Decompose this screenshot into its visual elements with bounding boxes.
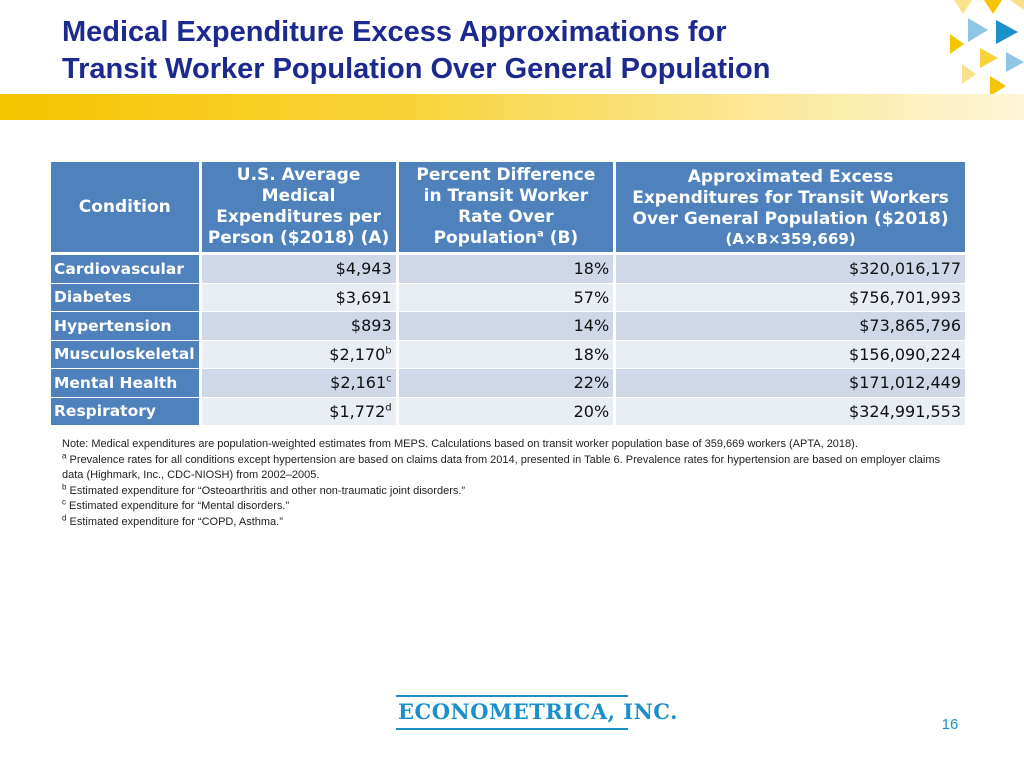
row-avg-expenditure: $4,943	[201, 255, 399, 284]
row-avg-value: $893	[350, 316, 392, 336]
table-row: Hypertension $893 14% $73,865,796	[51, 312, 965, 341]
econometrica-logo: ECONOMETRICA, INC.	[396, 695, 677, 731]
row-condition: Mental Health	[51, 369, 202, 398]
row-avg-value: $3,691	[335, 287, 392, 307]
header-percent-difference: Percent Difference in Transit Worker Rat…	[398, 162, 617, 255]
row-percent-difference: 22%	[398, 369, 617, 398]
footnote-d-text: Estimated expenditure for “COPD, Asthma.…	[66, 515, 283, 528]
row-condition: Diabetes	[51, 283, 202, 312]
footnote-b-text: Estimated expenditure for “Osteoarthriti…	[66, 484, 466, 497]
footnote-c-mark: c	[62, 497, 66, 507]
footnote-a: a Prevalence rates for all conditions ex…	[62, 450, 962, 484]
row-percent-difference: 18%	[398, 255, 617, 284]
corner-triangles-graphic	[950, 0, 1024, 96]
row-avg-expenditure: $1,772d	[201, 397, 399, 426]
row-percent-difference: 57%	[398, 283, 617, 312]
row-excess-expenditure: $156,090,224	[616, 340, 965, 369]
footnote-a-mark: a	[62, 450, 67, 460]
slide-title-line1: Medical Expenditure Excess Approximation…	[62, 16, 727, 48]
logo-text: ECONOMETRICA, INC.	[398, 699, 678, 724]
expenditure-table: Condition U.S. Average Medical Expenditu…	[51, 162, 965, 426]
header-percent-difference-suffix: (B)	[543, 228, 579, 248]
row-condition: Cardiovascular	[51, 255, 202, 284]
footnote-c: c Estimated expenditure for “Mental diso…	[62, 497, 962, 515]
header-excess-expenditures: Approximated Excess Expenditures for Tra…	[616, 162, 965, 255]
row-condition: Hypertension	[51, 312, 202, 341]
page-number: 16	[941, 716, 959, 733]
row-avg-expenditure: $2,170b	[201, 340, 399, 369]
header-condition: Condition	[51, 162, 202, 255]
table-row: Cardiovascular $4,943 18% $320,016,177	[51, 255, 965, 284]
row-excess-expenditure: $320,016,177	[616, 255, 965, 284]
footnote-c-text: Estimated expenditure for “Mental disord…	[66, 500, 290, 512]
row-excess-expenditure: $324,991,553	[616, 397, 965, 426]
row-avg-expenditure: $893	[201, 312, 399, 341]
row-excess-expenditure: $171,012,449	[616, 369, 965, 398]
footnote-note: Note: Medical expenditures are populatio…	[62, 438, 858, 450]
yellow-banner-band	[0, 94, 1024, 120]
row-condition: Musculoskeletal	[51, 340, 202, 369]
row-excess-expenditure: $73,865,796	[616, 312, 965, 341]
header-excess-formula: (A×B×359,669)	[725, 229, 856, 248]
row-avg-value: $2,161	[330, 373, 387, 393]
table-row: Mental Health $2,161c 22% $171,012,449	[51, 369, 965, 398]
row-excess-expenditure: $756,701,993	[616, 283, 965, 312]
row-avg-value: $4,943	[335, 259, 392, 279]
footnote-b-mark: b	[62, 481, 67, 491]
row-percent-difference: 18%	[398, 340, 617, 369]
footnote-d-mark: d	[62, 512, 67, 522]
row-condition: Respiratory	[51, 397, 202, 426]
row-avg-sup: c	[386, 373, 392, 385]
table-row: Diabetes $3,691 57% $756,701,993	[51, 283, 965, 312]
header-percent-difference-text: Percent Difference in Transit Worker Rat…	[416, 165, 596, 248]
slide-title: Medical Expenditure Excess Approximation…	[62, 14, 922, 88]
row-avg-sup: d	[385, 402, 392, 414]
logo-bottom-rule	[396, 728, 628, 730]
header-excess-text: Approximated Excess Expenditures for Tra…	[632, 166, 949, 229]
row-percent-difference: 14%	[398, 312, 617, 341]
row-avg-value: $2,170	[329, 344, 386, 364]
footnote-d: d Estimated expenditure for “COPD, Asthm…	[62, 512, 962, 531]
row-avg-expenditure: $2,161c	[201, 369, 399, 398]
footnotes: Note: Medical expenditures are populatio…	[62, 437, 962, 530]
logo-top-rule	[396, 695, 628, 697]
slide-title-line2: Transit Worker Population Over General P…	[62, 53, 771, 85]
header-avg-expenditure: U.S. Average Medical Expenditures per Pe…	[201, 162, 399, 255]
row-avg-expenditure: $3,691	[201, 283, 399, 312]
table-row: Musculoskeletal $2,170b 18% $156,090,224	[51, 340, 965, 369]
row-percent-difference: 20%	[398, 397, 617, 426]
header-percent-difference-sup: a	[537, 228, 544, 240]
footnote-a-text: Prevalence rates for all conditions exce…	[62, 453, 941, 482]
table-row: Respiratory $1,772d 20% $324,991,553	[51, 397, 965, 426]
row-avg-sup: b	[385, 345, 392, 357]
row-avg-value: $1,772	[329, 401, 386, 421]
footnote-b: b Estimated expenditure for “Osteoarthri…	[62, 481, 962, 500]
table-header-row: Condition U.S. Average Medical Expenditu…	[51, 162, 965, 255]
